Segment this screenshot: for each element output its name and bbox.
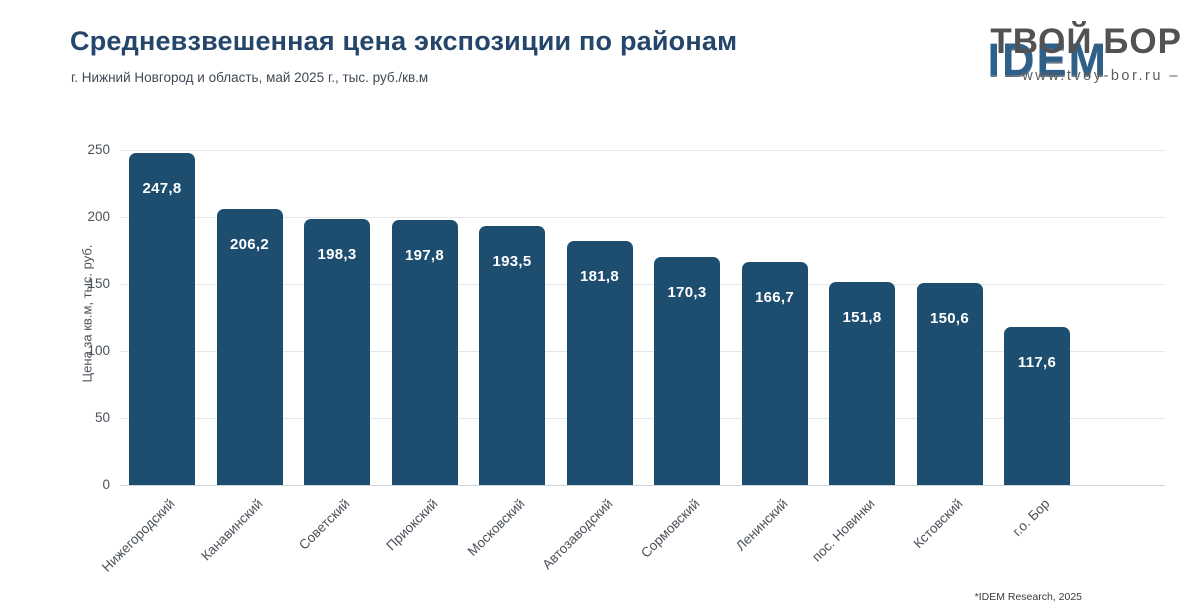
y-tick-label: 100 — [87, 343, 110, 358]
bar-Московский: 193,5 — [479, 225, 545, 485]
y-tick-label: 50 — [94, 410, 110, 425]
page-subtitle: г. Нижний Новгород и область, май 2025 г… — [71, 70, 429, 85]
page-title: Средневзвешенная цена экспозиции по райо… — [70, 26, 738, 56]
bar-value-label: 181,8 — [579, 268, 620, 286]
y-tick-label: 250 — [87, 142, 110, 157]
bar-Кстовский: 150,6 — [916, 283, 983, 485]
plot-area: 0 50 100 150 200 250 247,8 Нижегородский 206,2 Ка… — [87, 142, 1165, 575]
bar-value-label: 247,8 — [142, 179, 182, 197]
y-tick-label: 150 — [87, 276, 110, 291]
bar-value-label: 197,8 — [404, 246, 445, 264]
bar-Ленинский: 166,7 — [741, 261, 808, 485]
bar-value-label: 193,5 — [492, 252, 532, 270]
gridline — [120, 418, 1165, 419]
bar-value-label: 170,3 — [667, 283, 707, 301]
bar-Сормовский: 170,3 — [654, 256, 720, 485]
x-axis-line — [120, 485, 1165, 486]
y-tick-label: 200 — [87, 209, 110, 224]
gridline — [120, 217, 1165, 218]
bar-value-label: 198,3 — [317, 246, 357, 264]
bar-Автозаводский: 181,8 — [566, 241, 633, 485]
bar-value-label: 166,7 — [754, 288, 795, 306]
bar-value-label: 150,6 — [929, 310, 970, 328]
bar-г.о. Бор: 117,6 — [1004, 327, 1070, 485]
bar-value-label: 206,2 — [229, 235, 270, 253]
brand-logo: ТВОЙ БОР — [990, 22, 1182, 61]
bar-Нижегородский: 247,8 — [129, 152, 195, 485]
gridline — [120, 284, 1165, 285]
bar-Канавинский: 206,2 — [216, 208, 283, 485]
y-tick-label: 0 — [102, 477, 110, 492]
idem-logo: IDEM — [987, 34, 1108, 85]
watermark: IDEM ТВОЙ БОР – www.tvoy-bor.ru – — [940, 0, 1200, 100]
brand-url: – www.tvoy-bor.ru – — [1005, 68, 1180, 84]
bar-value-label: 117,6 — [1017, 354, 1057, 372]
bar-Советский: 198,3 — [304, 219, 370, 485]
gridline — [120, 150, 1165, 151]
source-note: *IDEM Research, 2025 — [974, 591, 1082, 603]
bar-Приокский: 197,8 — [391, 219, 458, 485]
gridline — [120, 351, 1165, 352]
bar-value-label: 151,8 — [842, 308, 882, 326]
bar-пос. Новинки: 151,8 — [829, 281, 895, 485]
